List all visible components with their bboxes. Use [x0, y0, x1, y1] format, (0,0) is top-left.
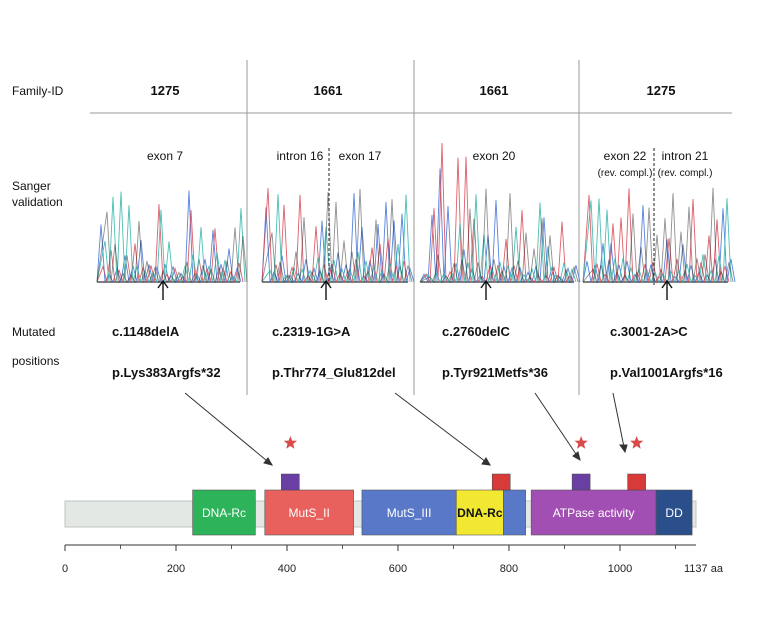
- domain-dna-rc: DNA-Rc: [192, 489, 256, 536]
- domain-box: [655, 489, 693, 536]
- chromatogram-trace: [96, 211, 248, 284]
- axis-tick-label: 200: [167, 563, 185, 575]
- region-label-exon7: exon 7: [147, 149, 183, 163]
- connector-arrow-4: [612, 392, 626, 453]
- axis-tick-label: 600: [389, 563, 407, 575]
- protein-domains: DNA-Rc MutS_II MutS_III DNA-Rc ATPase activi…: [192, 489, 693, 536]
- connector-arrow-2: [394, 392, 491, 466]
- star-icon: [630, 436, 644, 449]
- domain-box: [530, 489, 657, 536]
- domain-segment: [503, 489, 526, 536]
- axis-tick-label: 0: [62, 563, 68, 575]
- chromatogram-trace: [96, 190, 242, 284]
- chromatogram-panel-4: [582, 187, 736, 284]
- protein-2: p.Thr774_Glu812del: [272, 365, 396, 380]
- region-label-intron16: intron 16: [277, 149, 324, 163]
- position-arrows: [157, 279, 673, 300]
- region-label-exon20: exon 20: [473, 149, 516, 163]
- chromatogram-trace: [261, 193, 415, 284]
- domain-box: [264, 489, 354, 536]
- row-label-sanger-2: validation: [12, 195, 63, 209]
- family-id-3: 1661: [480, 83, 509, 98]
- domain-box: [361, 489, 457, 536]
- chromatogram-trace: [582, 187, 734, 284]
- row-label-family: Family-ID: [12, 84, 64, 98]
- domain-label: DNA-Rc: [202, 506, 246, 520]
- position-arrow-1: [157, 279, 169, 300]
- chromatogram-trace: [261, 188, 413, 284]
- protein-4: p.Val1001Argfs*16: [610, 365, 723, 380]
- domain-label: MutS_III: [387, 506, 432, 520]
- row-label-sanger-1: Sanger: [12, 179, 51, 193]
- chromatogram-trace: [582, 198, 732, 284]
- mutation-markers: [281, 436, 646, 491]
- chromatogram-trace: [582, 188, 730, 284]
- region-label-intron21: intron 21: [662, 149, 709, 163]
- chromatogram-panel-2: [261, 188, 415, 284]
- position-arrow-3: [480, 279, 492, 300]
- protein-1: p.Lys383Argfs*32: [112, 365, 221, 380]
- mutation-marker: [571, 473, 591, 491]
- protein-3: p.Tyr921Metfs*36: [442, 365, 548, 380]
- mutation-marker: [627, 473, 646, 491]
- domain-box: [192, 489, 256, 536]
- chromatogram-trace: [261, 194, 411, 284]
- mutation-marker: [281, 473, 300, 491]
- chromatogram-trace: [419, 188, 579, 284]
- chromatogram-trace: [96, 191, 246, 284]
- cdna-1: c.1148delA: [112, 324, 180, 339]
- chromatogram-trace: [419, 194, 577, 284]
- connector-arrow-1: [184, 392, 273, 466]
- domain-dd: DD: [655, 489, 693, 536]
- domain-muts-iii: MutS_III: [361, 489, 457, 536]
- mutation-marker: [491, 473, 511, 491]
- chromatogram-trace: [261, 188, 409, 284]
- table-grid: [90, 60, 732, 395]
- region-label-exon22: exon 22: [604, 149, 647, 163]
- row-label-mutated-2: positions: [12, 354, 59, 368]
- row-label-mutated-1: Mutated: [12, 325, 55, 339]
- domain-label: MutS_II: [289, 506, 330, 520]
- axis-ticks: 0 200 400 600 800 1000: [62, 545, 676, 575]
- region-sublabel-revcompl-2: (rev. compl.): [658, 168, 713, 179]
- axis-tick-label: 400: [278, 563, 296, 575]
- family-id-4: 1275: [647, 83, 676, 98]
- domain-dna-rc: DNA-Rc: [455, 489, 504, 536]
- star-icon: [283, 436, 297, 449]
- region-sublabel-revcompl-1: (rev. compl.): [598, 168, 653, 179]
- cdna-2: c.2319-1G>A: [272, 324, 351, 339]
- family-id-1: 1275: [151, 83, 180, 98]
- chromatogram-panel-3: [419, 142, 581, 284]
- position-arrow-4: [661, 279, 673, 300]
- domain-box: [455, 489, 504, 536]
- domain-box: [503, 489, 526, 536]
- domain-label: DNA-Rc: [457, 506, 503, 520]
- domain-muts-ii: MutS_II: [264, 489, 354, 536]
- family-id-2: 1661: [314, 83, 343, 98]
- position-arrow-2: [320, 279, 332, 300]
- axis-end-label: 1137 aa: [684, 563, 724, 575]
- star-icon: [574, 436, 588, 449]
- cdna-3: c.2760delC: [442, 324, 511, 339]
- domain-label: ATPase activity: [553, 506, 635, 520]
- chromatogram-panel-1: [96, 190, 248, 284]
- domain-atpase-activity: ATPase activity: [530, 489, 657, 536]
- chromatogram-trace: [96, 204, 244, 284]
- connector-arrows: [184, 392, 628, 466]
- axis-tick-label: 1000: [608, 563, 632, 575]
- cdna-4: c.3001-2A>C: [610, 324, 688, 339]
- region-label-exon17: exon 17: [339, 149, 382, 163]
- domain-label: DD: [665, 506, 683, 520]
- axis-tick-label: 800: [500, 563, 518, 575]
- connector-arrow-3: [534, 392, 581, 461]
